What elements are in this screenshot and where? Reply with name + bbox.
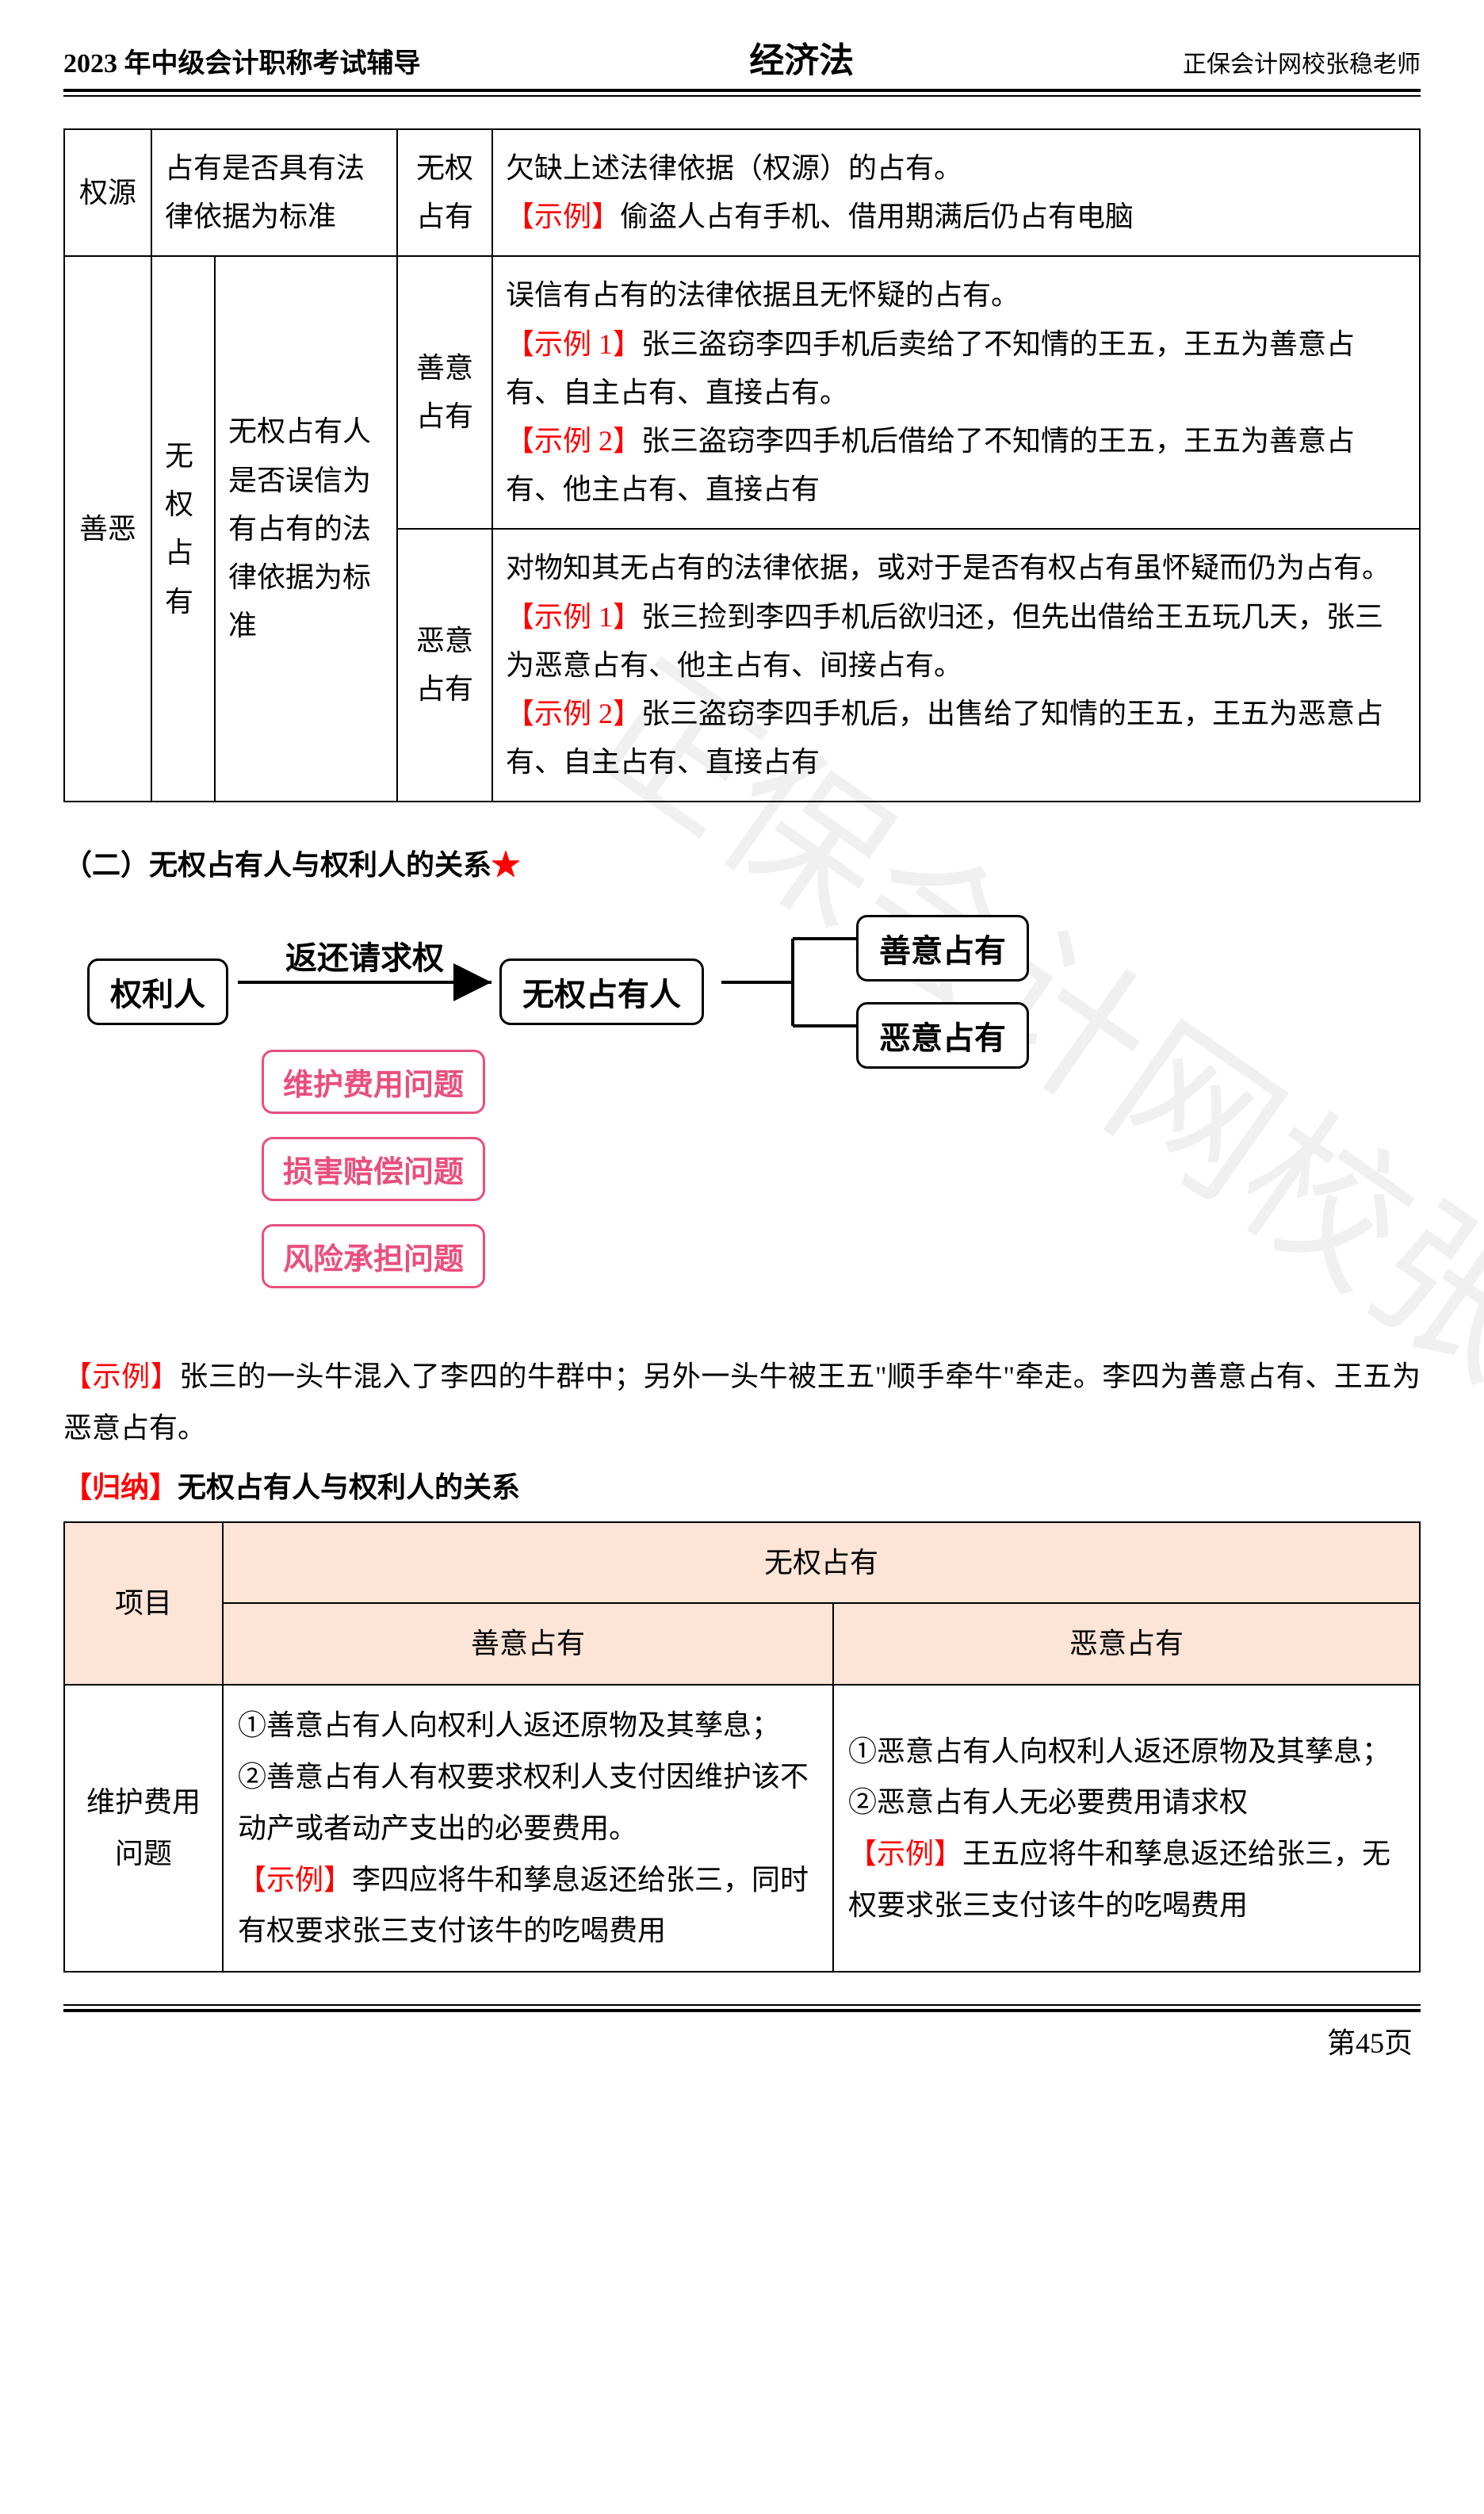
cell: 对物知其无占有的法律依据，或对于是否有权占有虽怀疑而仍为占有。 【示例 1】张三… xyxy=(492,529,1420,802)
text: 误信有占有的法律依据且无怀疑的占有。 xyxy=(506,279,1019,311)
example-tag: 【示例 2】 xyxy=(506,425,641,457)
cell: 无权占有 xyxy=(151,256,215,802)
cell: 权源 xyxy=(64,129,151,256)
header-cell: 项目 xyxy=(64,1522,223,1686)
text: 欠缺上述法律依据（权源）的占有。 xyxy=(506,152,962,184)
cell: 占有是否具有法律依据为标准 xyxy=(151,129,397,256)
page-number: 第45页 xyxy=(63,2020,1421,2061)
table-row: 项目 无权占有 xyxy=(64,1522,1420,1604)
header-center: 经济法 xyxy=(749,32,854,82)
cell: 维护费用问题 xyxy=(64,1685,223,1972)
diagram-pink-3: 风险承担问题 xyxy=(262,1224,485,1288)
divider xyxy=(63,89,1421,92)
divider xyxy=(63,95,1421,97)
text: 张三的一头牛混入了李四的牛群中；另外一头牛被王五"顺手牵牛"牵走。李四为善意占有… xyxy=(63,1360,1421,1444)
text: 偷盗人占有手机、借用期满后仍占有电脑 xyxy=(620,201,1134,232)
cell: 恶意占有 xyxy=(397,529,492,802)
text: ②恶意占有人无必要费用请求权 xyxy=(848,1786,1248,1818)
cell: 善恶 xyxy=(64,256,151,802)
cell: 误信有占有的法律依据且无怀疑的占有。 【示例 1】张三盗窃李四手机后卖给了不知情… xyxy=(492,256,1420,529)
example-tag: 【示例】 xyxy=(63,1360,179,1392)
text: 对物知其无占有的法律依据，或对于是否有权占有虽怀疑而仍为占有。 xyxy=(506,552,1390,584)
header-cell: 恶意占有 xyxy=(833,1603,1420,1685)
header-cell: 无权占有 xyxy=(223,1522,1420,1604)
diagram-node-owner: 权利人 xyxy=(87,959,228,1025)
header-left: 2023 年中级会计职称考试辅导 xyxy=(63,41,421,80)
table-row: 善意占有 恶意占有 xyxy=(64,1603,1420,1685)
text: ②善意占有人有权要求权利人支付因维护该不动产或者动产支出的必要费用。 xyxy=(238,1761,809,1844)
header-right: 正保会计网校张稳老师 xyxy=(1183,44,1421,79)
table-possession-types: 权源 占有是否具有法律依据为标准 无权占有 欠缺上述法律依据（权源）的占有。 【… xyxy=(63,128,1421,802)
example-tag: 【示例 2】 xyxy=(506,698,641,729)
cell: 善意占有 xyxy=(397,256,492,529)
summary-title: 【归纳】无权占有人与权利人的关系 xyxy=(63,1462,1421,1513)
cell: 无权占有人是否误信为有占有的法律依据为标准 xyxy=(215,256,397,802)
text: ①恶意占有人向权利人返还原物及其孳息； xyxy=(848,1735,1390,1767)
diagram-relationship: 权利人 返还请求权 无权占有人 善意占有 恶意占有 维护费用问题 损害赔偿问题 … xyxy=(63,915,1421,1327)
table-summary: 项目 无权占有 善意占有 恶意占有 维护费用问题 ①善意占有人向权利人返还原物及… xyxy=(63,1521,1421,1973)
example-tag: 【示例 1】 xyxy=(506,601,641,633)
diagram-node-bad: 恶意占有 xyxy=(856,1002,1029,1069)
divider xyxy=(63,2004,1421,2006)
diagram-node-good: 善意占有 xyxy=(856,915,1029,981)
example-tag: 【示例】 xyxy=(848,1838,962,1869)
summary-tag: 【归纳】 xyxy=(63,1471,178,1503)
table-row: 维护费用问题 ①善意占有人向权利人返还原物及其孳息； ②善意占有人有权要求权利人… xyxy=(64,1685,1420,1972)
header-cell: 善意占有 xyxy=(223,1603,833,1685)
cell: ①恶意占有人向权利人返还原物及其孳息； ②恶意占有人无必要费用请求权 【示例】王… xyxy=(833,1685,1420,1972)
cell: 无权占有 xyxy=(397,129,492,256)
divider xyxy=(63,2009,1421,2012)
table-row: 善恶 无权占有 无权占有人是否误信为有占有的法律依据为标准 善意占有 误信有占有… xyxy=(64,256,1420,529)
text: 无权占有人与权利人的关系 xyxy=(178,1471,520,1503)
section-title: （二）无权占有人与权利人的关系★ xyxy=(63,842,1421,883)
diagram-label-return: 返还请求权 xyxy=(285,932,444,978)
example-tag: 【示例】 xyxy=(506,201,620,232)
text: ①善意占有人向权利人返还原物及其孳息； xyxy=(238,1709,780,1741)
cell: 欠缺上述法律依据（权源）的占有。 【示例】偷盗人占有手机、借用期满后仍占有电脑 xyxy=(492,129,1420,256)
example-tag: 【示例】 xyxy=(238,1864,352,1896)
example-paragraph: 【示例】张三的一头牛混入了李四的牛群中；另外一头牛被王五"顺手牵牛"牵走。李四为… xyxy=(63,1351,1421,1454)
diagram-pink-1: 维护费用问题 xyxy=(262,1050,485,1114)
header: 2023 年中级会计职称考试辅导 经济法 正保会计网校张稳老师 xyxy=(63,32,1421,89)
example-tag: 【示例 1】 xyxy=(506,328,641,360)
text: （二）无权占有人与权利人的关系 xyxy=(63,849,491,881)
cell: ①善意占有人向权利人返还原物及其孳息； ②善意占有人有权要求权利人支付因维护该不… xyxy=(223,1685,833,1972)
table-row: 权源 占有是否具有法律依据为标准 无权占有 欠缺上述法律依据（权源）的占有。 【… xyxy=(64,129,1420,256)
star-icon: ★ xyxy=(491,849,520,881)
diagram-node-holder: 无权占有人 xyxy=(499,959,704,1025)
page: 正保会计网校张稳老师 2023 年中级会计职称考试辅导 经济法 正保会计网校张稳… xyxy=(0,0,1484,2109)
diagram-pink-2: 损害赔偿问题 xyxy=(262,1137,485,1201)
